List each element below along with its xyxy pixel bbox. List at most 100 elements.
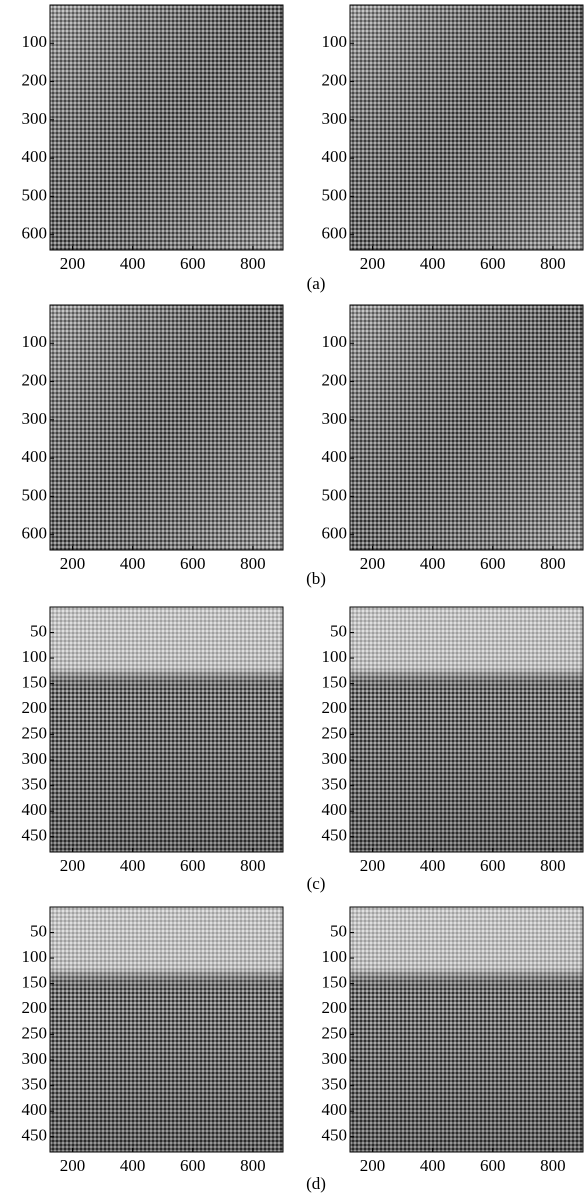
x-tick-label: 600 bbox=[480, 856, 506, 875]
y-tick-label: 450 bbox=[22, 1126, 48, 1145]
x-tick-label: 800 bbox=[240, 856, 266, 875]
y-tick-label: 100 bbox=[22, 332, 48, 351]
y-tick-label: 50 bbox=[30, 921, 47, 940]
y-tick-label: 400 bbox=[322, 447, 348, 466]
x-tick-label: 200 bbox=[60, 554, 86, 573]
y-tick-label: 250 bbox=[322, 1024, 348, 1043]
image-shading bbox=[50, 907, 283, 1152]
y-tick-label: 350 bbox=[22, 775, 48, 794]
y-tick-label: 200 bbox=[322, 370, 348, 389]
y-tick-label: 100 bbox=[22, 32, 48, 51]
x-tick-label: 600 bbox=[180, 554, 206, 573]
x-tick-label: 200 bbox=[360, 254, 386, 273]
y-tick-label: 600 bbox=[22, 524, 48, 543]
y-tick-label: 50 bbox=[330, 621, 347, 640]
x-tick-label: 800 bbox=[240, 254, 266, 273]
x-tick-label: 600 bbox=[480, 1156, 506, 1175]
y-tick-label: 50 bbox=[30, 621, 47, 640]
y-tick-label: 300 bbox=[22, 1049, 48, 1068]
x-tick-label: 200 bbox=[60, 856, 86, 875]
y-tick-label: 350 bbox=[322, 775, 348, 794]
caption: (c) bbox=[307, 874, 326, 893]
y-tick-label: 450 bbox=[322, 826, 348, 845]
y-tick-label: 100 bbox=[322, 647, 348, 666]
x-tick-label: 400 bbox=[420, 1156, 446, 1175]
y-tick-label: 500 bbox=[322, 485, 348, 504]
figure: 200 400 600 800 100 200 300 400 500 600 200 400 600 8… bbox=[0, 0, 586, 1200]
x-tick-label: 400 bbox=[120, 554, 146, 573]
y-tick-label: 150 bbox=[22, 672, 48, 691]
x-tick-label: 600 bbox=[180, 1156, 206, 1175]
y-tick-label: 600 bbox=[322, 524, 348, 543]
image-shading bbox=[50, 305, 283, 550]
x-tick-label: 200 bbox=[360, 554, 386, 573]
y-tick-label: 600 bbox=[22, 224, 48, 243]
x-tick-label: 200 bbox=[60, 1156, 86, 1175]
y-tick-label: 400 bbox=[322, 800, 348, 819]
y-tick-label: 100 bbox=[322, 947, 348, 966]
x-tick-label: 200 bbox=[60, 254, 86, 273]
x-tick-label: 600 bbox=[480, 554, 506, 573]
y-tick-label: 500 bbox=[22, 185, 48, 204]
x-tick-label: 800 bbox=[540, 856, 566, 875]
y-tick-label: 200 bbox=[322, 70, 348, 89]
image-shading bbox=[350, 607, 583, 852]
y-tick-label: 350 bbox=[22, 1075, 48, 1094]
y-tick-label: 100 bbox=[322, 32, 348, 51]
image-shading bbox=[50, 5, 283, 250]
caption: (b) bbox=[306, 569, 326, 588]
x-tick-label: 600 bbox=[480, 254, 506, 273]
y-tick-label: 400 bbox=[22, 147, 48, 166]
y-tick-label: 400 bbox=[22, 1100, 48, 1119]
y-tick-label: 250 bbox=[22, 724, 48, 743]
y-tick-label: 300 bbox=[322, 1049, 348, 1068]
x-tick-label: 800 bbox=[240, 1156, 266, 1175]
x-tick-label: 400 bbox=[420, 554, 446, 573]
y-tick-label: 200 bbox=[22, 70, 48, 89]
image-shading bbox=[350, 907, 583, 1152]
y-tick-label: 100 bbox=[22, 647, 48, 666]
x-tick-label: 400 bbox=[120, 1156, 146, 1175]
y-tick-label: 250 bbox=[322, 724, 348, 743]
x-tick-label: 600 bbox=[180, 856, 206, 875]
y-tick-label: 100 bbox=[322, 332, 348, 351]
y-tick-label: 150 bbox=[322, 972, 348, 991]
x-tick-label: 800 bbox=[540, 254, 566, 273]
y-tick-label: 400 bbox=[322, 1100, 348, 1119]
y-tick-label: 400 bbox=[22, 447, 48, 466]
x-tick-label: 200 bbox=[360, 856, 386, 875]
y-tick-label: 50 bbox=[330, 921, 347, 940]
y-tick-label: 400 bbox=[22, 800, 48, 819]
image-shading bbox=[350, 5, 583, 250]
y-tick-label: 450 bbox=[22, 826, 48, 845]
y-tick-label: 500 bbox=[322, 185, 348, 204]
y-tick-label: 300 bbox=[322, 749, 348, 768]
x-tick-label: 800 bbox=[240, 554, 266, 573]
y-tick-label: 100 bbox=[22, 947, 48, 966]
caption: (d) bbox=[306, 1174, 326, 1193]
y-tick-label: 600 bbox=[322, 224, 348, 243]
y-tick-label: 200 bbox=[22, 698, 48, 717]
x-tick-label: 800 bbox=[540, 554, 566, 573]
y-tick-label: 300 bbox=[322, 409, 348, 428]
image-shading bbox=[350, 305, 583, 550]
y-tick-label: 200 bbox=[22, 998, 48, 1017]
y-tick-label: 300 bbox=[22, 409, 48, 428]
y-tick-label: 350 bbox=[322, 1075, 348, 1094]
y-tick-label: 200 bbox=[322, 698, 348, 717]
x-tick-label: 800 bbox=[540, 1156, 566, 1175]
y-tick-label: 250 bbox=[22, 1024, 48, 1043]
x-tick-label: 400 bbox=[420, 254, 446, 273]
y-tick-label: 300 bbox=[22, 749, 48, 768]
y-tick-label: 200 bbox=[22, 370, 48, 389]
y-tick-label: 450 bbox=[322, 1126, 348, 1145]
x-tick-label: 600 bbox=[180, 254, 206, 273]
y-tick-label: 400 bbox=[322, 147, 348, 166]
y-tick-label: 150 bbox=[322, 672, 348, 691]
x-tick-label: 200 bbox=[360, 1156, 386, 1175]
x-tick-label: 400 bbox=[120, 254, 146, 273]
y-tick-label: 300 bbox=[22, 109, 48, 128]
caption: (a) bbox=[307, 274, 326, 293]
x-tick-label: 400 bbox=[420, 856, 446, 875]
page: 200 400 600 800 100 200 300 400 500 600 200 400 600 8… bbox=[0, 0, 586, 1200]
